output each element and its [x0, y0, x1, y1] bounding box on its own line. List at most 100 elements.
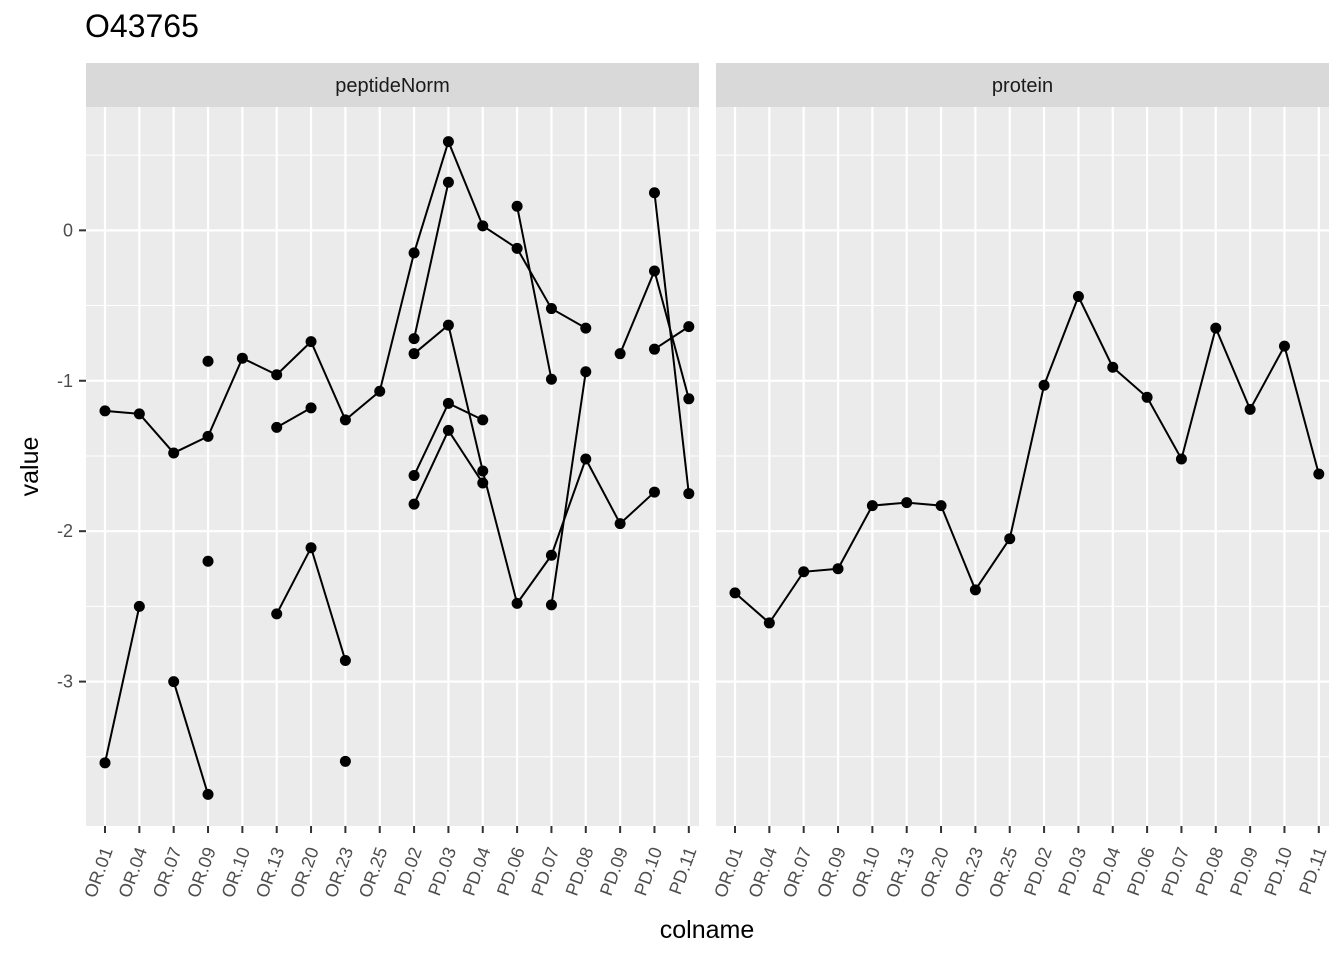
data-point [866, 500, 878, 512]
x-tick-label: OR.10 [848, 845, 885, 901]
x-tick-label: OR.13 [882, 845, 919, 901]
data-point [545, 549, 557, 561]
data-point [614, 348, 626, 360]
data-point [511, 200, 523, 212]
x-tick-label: OR.07 [779, 845, 816, 901]
data-point [408, 470, 420, 482]
data-point [545, 303, 557, 315]
x-tick-label: PD.10 [630, 845, 666, 899]
x-tick-label: PD.11 [665, 845, 700, 898]
data-point [545, 373, 557, 385]
data-point [1072, 291, 1084, 303]
data-point [168, 447, 180, 459]
x-tick-label: PD.11 [1295, 845, 1330, 898]
data-point [511, 242, 523, 254]
data-point [477, 465, 489, 477]
facet-strip [716, 63, 1329, 107]
data-point [648, 265, 660, 277]
data-point [271, 421, 283, 433]
x-tick-label: OR.09 [813, 845, 850, 901]
x-tick-label: OR.13 [252, 845, 289, 901]
y-tick-label: 0 [63, 220, 73, 240]
x-tick-label: OR.07 [149, 845, 186, 901]
data-point [271, 608, 283, 620]
x-tick-label: PD.02 [390, 845, 426, 899]
facet-strip-label: protein [992, 75, 1053, 97]
data-point [1210, 322, 1222, 334]
x-tick-label: OR.10 [218, 845, 255, 901]
x-tick-label: OR.23 [321, 845, 358, 901]
panel-background [86, 107, 699, 826]
x-tick-label: OR.23 [951, 845, 988, 901]
data-point [236, 352, 248, 364]
data-point [1278, 340, 1290, 352]
data-point [798, 566, 810, 578]
data-point [683, 321, 695, 333]
data-point [477, 220, 489, 232]
data-point [408, 247, 420, 259]
data-point [1244, 403, 1256, 415]
data-point [545, 599, 557, 611]
data-point [133, 408, 145, 420]
data-point [442, 319, 454, 331]
data-point [133, 600, 145, 612]
data-point [374, 385, 386, 397]
data-point [168, 676, 180, 688]
series-line [653, 192, 690, 494]
data-point [901, 497, 913, 509]
x-tick-label: PD.06 [1123, 845, 1159, 899]
series-line [516, 206, 553, 380]
x-tick-label: OR.20 [916, 845, 953, 901]
x-tick-label: PD.06 [493, 845, 529, 899]
data-point [339, 755, 351, 767]
data-point [271, 369, 283, 381]
data-point [1313, 468, 1325, 480]
chart-title: O43765 [85, 8, 199, 44]
y-tick-label: -2 [57, 521, 73, 541]
data-point [442, 424, 454, 436]
data-point [1038, 379, 1050, 391]
data-point [202, 430, 214, 442]
series-line [550, 371, 587, 606]
x-tick-label: PD.09 [596, 845, 632, 899]
data-point [442, 397, 454, 409]
data-point [1175, 453, 1187, 465]
x-tick-label: PD.10 [1260, 845, 1296, 899]
x-tick-label: OR.04 [745, 845, 782, 901]
data-point [648, 486, 660, 498]
data-point [339, 655, 351, 667]
x-tick-label: PD.02 [1020, 845, 1056, 899]
x-tick-label: PD.03 [424, 845, 460, 899]
x-tick-label: OR.20 [286, 845, 323, 901]
x-tick-label: PD.09 [1226, 845, 1262, 899]
series-line [104, 606, 141, 764]
data-point [305, 336, 317, 348]
data-point [99, 405, 111, 417]
x-tick-label: PD.04 [1089, 845, 1125, 899]
data-point [442, 176, 454, 188]
facet-strip [86, 63, 699, 107]
x-tick-label: PD.04 [459, 845, 495, 899]
series-line [276, 406, 312, 429]
series-line [172, 681, 209, 795]
data-point [969, 584, 981, 596]
x-tick-label: PD.03 [1054, 845, 1090, 899]
data-point [648, 343, 660, 355]
data-point [683, 488, 695, 500]
data-point [408, 348, 420, 360]
data-point [935, 500, 947, 512]
x-tick-label: OR.04 [115, 845, 152, 901]
data-point [202, 355, 214, 367]
x-tick-label: PD.07 [1157, 845, 1193, 899]
data-point [305, 542, 317, 554]
data-point [408, 498, 420, 510]
series-line [734, 294, 1320, 625]
data-point [1141, 391, 1153, 403]
x-tick-label: PD.08 [562, 845, 598, 899]
data-point [339, 414, 351, 426]
data-point [99, 757, 111, 769]
data-point [763, 617, 775, 629]
data-point [408, 333, 420, 345]
x-tick-label: OR.09 [183, 845, 220, 901]
